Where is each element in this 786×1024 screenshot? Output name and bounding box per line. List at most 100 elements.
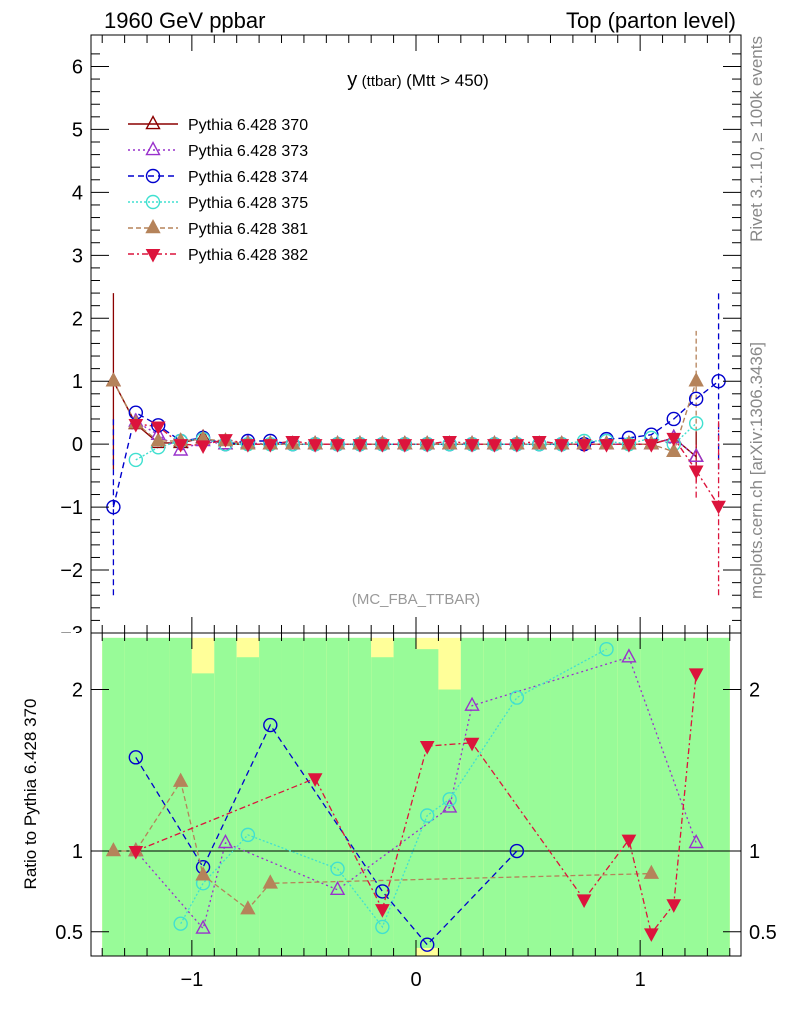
- main-ytick-label: −3: [60, 623, 83, 645]
- ratio-data-point: [576, 894, 592, 909]
- main-data-point: [262, 439, 278, 453]
- mcplots-label: mcplots.cern.ch [arXiv:1306.3436]: [747, 342, 766, 599]
- main-data-point: [172, 441, 189, 456]
- ratio-band-inner: [147, 637, 170, 956]
- ratio-data-point: [621, 834, 637, 849]
- ratio-ytick-label-right: 0.5: [749, 922, 777, 944]
- main-data-point: [307, 439, 323, 453]
- ratio-band-inner: [169, 637, 192, 956]
- main-data-point: [531, 435, 547, 450]
- legend-marker: [145, 194, 161, 210]
- main-data-point: [173, 439, 188, 453]
- legend-label: Pythia 6.428 375: [188, 195, 308, 212]
- ratio-band-inner: [326, 637, 349, 956]
- ratio-data-point: [240, 827, 256, 843]
- ratio-band-inner: [707, 637, 730, 956]
- ratio-data-point: [509, 690, 525, 705]
- main-data-point: [666, 442, 682, 457]
- main-data-point: [218, 434, 233, 448]
- main-data-point: [442, 435, 457, 450]
- ratio-band-inner: [416, 649, 439, 948]
- ratio-plot-panel: 0.5 0.5 1 1 2 2 −1 0 1 Ratio to Pythia 6.428 37…: [21, 632, 777, 991]
- ratio-ytick-label-right: 2: [749, 680, 760, 702]
- ratio-band-inner: [684, 637, 708, 956]
- ratio-xtick-label: −1: [180, 969, 203, 991]
- ratio-ytick-label: 0.5: [55, 922, 83, 944]
- main-data-point: [711, 500, 726, 515]
- main-data-point: [330, 439, 345, 453]
- main-data-point: [375, 439, 390, 453]
- main-data-point: [397, 439, 413, 453]
- main-title-main: y: [347, 69, 357, 91]
- ratio-series-line: [180, 648, 607, 929]
- ratio-data-point: [240, 900, 256, 915]
- ratio-data-point: [688, 668, 704, 682]
- main-data-point: [509, 439, 525, 453]
- ratio-data-point: [330, 861, 345, 876]
- main-ytick-label: 6: [72, 56, 83, 78]
- ratio-band-inner: [102, 637, 125, 956]
- ratio-data-point: [442, 792, 457, 807]
- ratio-data-point: [128, 845, 144, 860]
- ratio-data-point: [644, 928, 659, 942]
- main-ytick-label: 3: [72, 245, 83, 267]
- ratio-data-point: [195, 866, 211, 881]
- main-data-point: [644, 439, 659, 453]
- main-data-point: [128, 418, 144, 433]
- legend-label: Pythia 6.428 381: [188, 221, 308, 238]
- ratio-band-inner: [460, 637, 484, 956]
- ratio-data-point: [217, 834, 234, 849]
- main-title: y (ttbar) (Mtt > 450): [347, 69, 489, 91]
- ratio-data-point: [375, 919, 390, 935]
- main-data-point: [419, 439, 435, 453]
- main-data-point: [576, 439, 592, 453]
- main-data-point: [352, 439, 368, 453]
- legend-label: Pythia 6.428 382: [188, 247, 308, 264]
- ratio-data-point: [128, 750, 144, 765]
- ratio-band-inner: [393, 637, 416, 956]
- ratio-data-point: [464, 696, 480, 711]
- ratio-data-point: [263, 717, 278, 733]
- ratio-band-inner: [483, 637, 506, 956]
- header-left: 1960 GeV ppbar: [104, 8, 265, 33]
- ratio-band-inner: [438, 689, 461, 956]
- legend: Pythia 6.428 370 Pythia 6.428 373 Pythia 6…: [128, 115, 308, 264]
- ratio-data-point: [262, 874, 278, 889]
- main-plot-area: [105, 293, 726, 596]
- main-data-point: [599, 439, 614, 453]
- ratio-data-point: [195, 919, 211, 934]
- ratio-data-point: [621, 648, 637, 663]
- legend-marker: [145, 115, 161, 130]
- main-data-point: [150, 432, 166, 447]
- ratio-data-point: [375, 884, 390, 899]
- ratio-data-point: [420, 808, 435, 823]
- main-x-axis: [101, 35, 731, 633]
- legend-marker: [145, 219, 161, 234]
- ratio-x-axis: −1 0 1: [101, 633, 731, 991]
- ratio-band-inner: [617, 637, 641, 956]
- ratio-y-axis: 0.5 0.5 1 1 2 2: [55, 680, 777, 944]
- main-data-point: [487, 439, 502, 453]
- main-data-point: [240, 439, 256, 453]
- legend-marker: [145, 141, 161, 156]
- ratio-xtick-label: 0: [410, 969, 421, 991]
- main-data-point: [688, 391, 704, 407]
- legend-label: Pythia 6.428 374: [188, 169, 308, 186]
- ratio-plot-area: [91, 637, 741, 956]
- ratio-data-point: [688, 834, 704, 849]
- ratio-data-point: [375, 904, 390, 918]
- ratio-data-point: [329, 880, 346, 896]
- main-title-rest: (Mtt > 450): [406, 71, 489, 90]
- main-y-axis: −2 −1 0 1 2 3 4 5 6 −3: [60, 53, 741, 645]
- ratio-data-point: [105, 842, 122, 857]
- main-data-point: [688, 447, 704, 462]
- ratio-band-inner: [550, 637, 573, 956]
- ratio-data-point: [599, 641, 614, 657]
- main-data-point: [688, 465, 704, 480]
- header-right: Top (parton level): [566, 8, 736, 33]
- main-plot-panel: −2 −1 0 1 2 3 4 5 6 −3 y (ttbar) (Mtt > 450) (MC_…: [60, 34, 742, 645]
- main-data-point: [666, 432, 682, 447]
- main-ytick-label: 5: [72, 119, 83, 141]
- main-ytick-label: −2: [60, 560, 83, 582]
